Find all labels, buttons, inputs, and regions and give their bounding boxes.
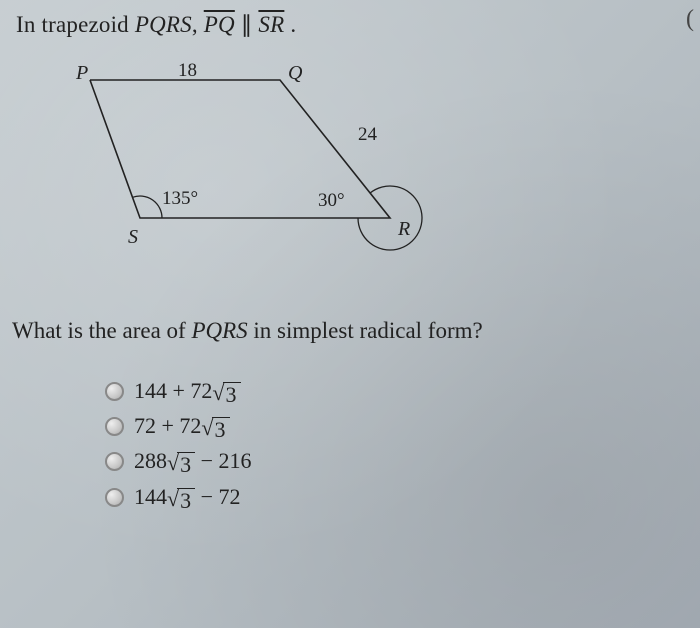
- radio-icon: [105, 488, 124, 507]
- expr-before: 144 + 72: [134, 378, 212, 403]
- problem-statement: In trapezoid PQRS, PQ ∥ SR .: [10, 12, 700, 38]
- segment-pq: PQ: [204, 12, 235, 37]
- option-expr: 72 + 72√3: [134, 413, 230, 440]
- question-text: What is the area of PQRS in simplest rad…: [10, 318, 700, 344]
- expr-before: 288: [134, 448, 167, 473]
- answer-options: 144 + 72√3 72 + 72√3 288√3 − 216 144√3 −…: [105, 378, 700, 511]
- page: In trapezoid PQRS, PQ ∥ SR . P Q S R 18 …: [0, 0, 700, 511]
- vertex-label-p: P: [76, 62, 88, 85]
- option-b[interactable]: 72 + 72√3: [105, 413, 700, 440]
- expr-after: − 216: [195, 448, 251, 473]
- angle-arc-s: [133, 196, 162, 218]
- option-expr: 144√3 − 72: [134, 484, 241, 511]
- sqrt-icon: √3: [167, 488, 195, 513]
- option-a[interactable]: 144 + 72√3: [105, 378, 700, 405]
- parallel-symbol: ∥: [235, 12, 259, 37]
- radicand: 3: [223, 382, 241, 407]
- radio-icon: [105, 417, 124, 436]
- option-expr: 144 + 72√3: [134, 378, 241, 405]
- sqrt-icon: √3: [167, 452, 195, 477]
- option-d[interactable]: 144√3 − 72: [105, 484, 700, 511]
- radicand: 3: [177, 488, 195, 513]
- header-middle: ,: [192, 12, 204, 37]
- header-prefix: In trapezoid: [16, 12, 135, 37]
- header-suffix: .: [284, 12, 296, 37]
- segment-sr: SR: [258, 12, 284, 37]
- expr-before: 72 + 72: [134, 413, 201, 438]
- sqrt-icon: √3: [212, 382, 240, 407]
- vertex-label-q: Q: [288, 62, 302, 85]
- expr-after: − 72: [195, 484, 240, 509]
- expr-before: 144: [134, 484, 167, 509]
- angle-label-r: 30°: [318, 190, 345, 212]
- side-length-pq: 18: [178, 60, 197, 82]
- angle-label-s: 135°: [162, 188, 198, 210]
- vertex-label-s: S: [128, 226, 138, 249]
- question-suffix: in simplest radical form?: [248, 318, 483, 343]
- radicand: 3: [212, 417, 230, 442]
- radicand: 3: [177, 452, 195, 477]
- side-length-qr: 24: [358, 124, 377, 146]
- option-c[interactable]: 288√3 − 216: [105, 448, 700, 475]
- radio-icon: [105, 452, 124, 471]
- trapezoid-name: PQRS: [135, 12, 192, 37]
- trapezoid-diagram: P Q S R 18 24 135° 30°: [80, 68, 460, 268]
- question-name: PQRS: [191, 318, 247, 343]
- vertex-label-r: R: [398, 218, 410, 241]
- sqrt-icon: √3: [201, 417, 229, 442]
- radio-icon: [105, 382, 124, 401]
- option-expr: 288√3 − 216: [134, 448, 252, 475]
- question-prefix: What is the area of: [12, 318, 191, 343]
- trapezoid-outline: [90, 80, 390, 218]
